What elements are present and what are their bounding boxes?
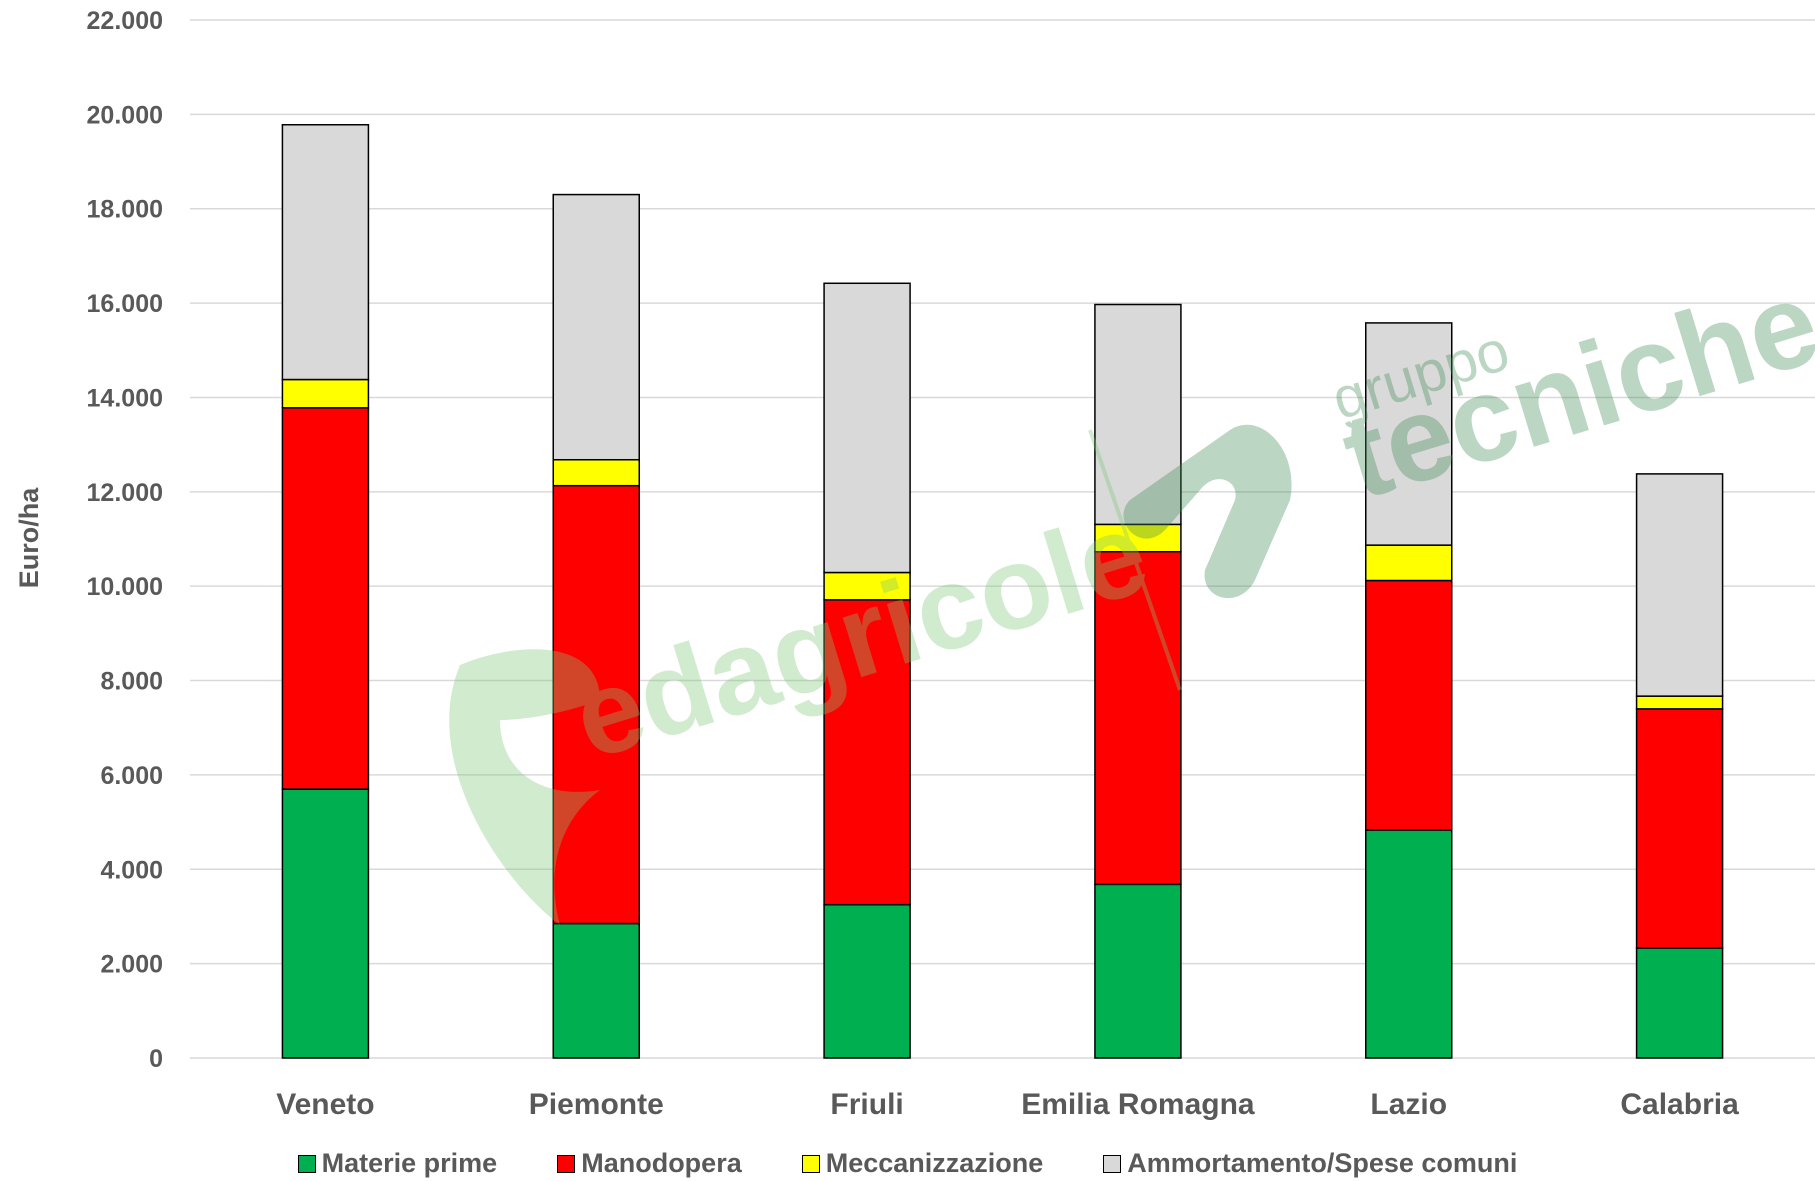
y-tick-label: 10.000 bbox=[87, 573, 163, 601]
bar-segment bbox=[823, 282, 911, 574]
bar-segment bbox=[1094, 523, 1182, 553]
edagricole-leaf-logo bbox=[449, 649, 600, 925]
y-tick-label: 8.000 bbox=[100, 668, 163, 696]
x-category-label: Lazio bbox=[1370, 1088, 1447, 1121]
legend-label: Materie prime bbox=[321, 1148, 498, 1178]
y-tick-label: 6.000 bbox=[100, 762, 163, 790]
bar-segment bbox=[1365, 544, 1453, 582]
bar-segment bbox=[281, 788, 370, 1059]
bar-segment bbox=[1635, 695, 1724, 710]
legend-item-materie-prime: Materie prime bbox=[297, 1148, 498, 1179]
bar-segment bbox=[823, 903, 911, 1059]
y-tick-label: 16.000 bbox=[87, 290, 163, 318]
y-tick-labels: 0 2.000 4.000 6.000 8.000 10.000 12.000 14.000 1… bbox=[87, 7, 163, 1073]
x-category-label: Veneto bbox=[276, 1088, 374, 1121]
bar-segment bbox=[1635, 473, 1724, 697]
legend-item-ammortamento: Ammortamento/Spese comuni bbox=[1103, 1148, 1517, 1179]
bar-segment bbox=[281, 123, 370, 381]
legend-item-meccanizzazione: Meccanizzazione bbox=[801, 1148, 1044, 1179]
y-tick-label: 2.000 bbox=[100, 951, 163, 979]
legend-item-manodopera: Manodopera bbox=[557, 1148, 742, 1179]
y-tick-label: 12.000 bbox=[87, 479, 163, 507]
bar-segment bbox=[823, 571, 911, 601]
bar-segment bbox=[1365, 579, 1453, 831]
bar-segment bbox=[552, 193, 640, 461]
legend-swatch bbox=[557, 1154, 576, 1173]
bar-segment bbox=[1635, 708, 1724, 949]
bar-segment bbox=[1094, 303, 1182, 526]
bar-segment bbox=[1094, 550, 1182, 886]
gridlines bbox=[190, 19, 1815, 1059]
legend-label: Ammortamento/Spese comuni bbox=[1127, 1148, 1518, 1178]
y-tick-label: 14.000 bbox=[87, 384, 163, 412]
bar-segment bbox=[552, 922, 640, 1059]
bar-segment bbox=[1365, 322, 1453, 546]
legend: Materie prime Manodopera Meccanizzazione… bbox=[0, 1148, 1815, 1179]
x-category-label: Friuli bbox=[830, 1088, 903, 1121]
bar-segment bbox=[1635, 947, 1724, 1059]
x-category-label: Emilia Romagna bbox=[1021, 1088, 1255, 1121]
bar-segment bbox=[823, 599, 911, 906]
legend-swatch bbox=[801, 1154, 820, 1173]
bar-segment bbox=[281, 378, 370, 409]
x-category-labels: Veneto Piemonte Friuli Emilia Romagna Lazio C… bbox=[276, 1088, 1739, 1121]
y-tick-label: 20.000 bbox=[87, 101, 163, 129]
y-axis-title: Euro/ha bbox=[14, 487, 44, 588]
x-category-label: Calabria bbox=[1620, 1088, 1739, 1121]
legend-label: Manodopera bbox=[581, 1148, 742, 1178]
legend-label: Meccanizzazione bbox=[825, 1148, 1044, 1178]
bars bbox=[281, 123, 1724, 1059]
legend-swatch bbox=[1103, 1154, 1122, 1173]
bar-segment bbox=[552, 484, 640, 925]
y-tick-label: 4.000 bbox=[100, 856, 163, 884]
bar-segment bbox=[281, 407, 370, 790]
y-tick-label: 18.000 bbox=[87, 196, 163, 224]
bar-segment bbox=[1365, 829, 1453, 1059]
watermark-divider bbox=[1088, 429, 1182, 691]
y-tick-label: 22.000 bbox=[87, 7, 163, 35]
bar-segment bbox=[1094, 883, 1182, 1059]
legend-swatch bbox=[297, 1154, 316, 1173]
tecniche-nuove-logo bbox=[1123, 424, 1292, 599]
x-category-label: Piemonte bbox=[529, 1088, 664, 1121]
bar-segment bbox=[552, 458, 640, 487]
y-tick-label: 0 bbox=[149, 1045, 163, 1073]
